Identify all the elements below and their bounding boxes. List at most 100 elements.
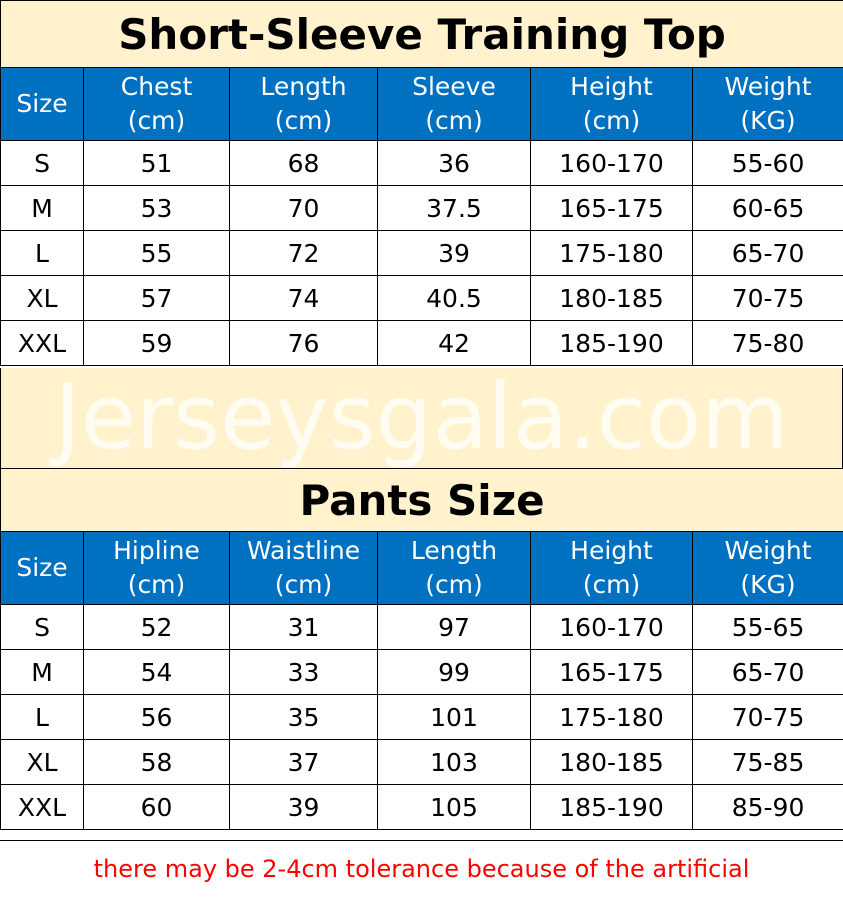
value-cell: 65-70 xyxy=(691,230,843,276)
column-header-line: (cm) xyxy=(127,106,186,135)
top-header-row: Size Chest (cm) Length (cm) Sleeve (cm) Height (… xyxy=(0,67,843,141)
table-row: M 53 70 37.5 165-175 60-65 xyxy=(0,185,843,231)
value-cell: 36 xyxy=(377,140,531,186)
column-header-line: Height xyxy=(570,72,653,101)
value-cell: 53 xyxy=(83,185,230,231)
value-cell: 60-65 xyxy=(691,185,843,231)
column-header-line: Chest xyxy=(120,72,193,101)
column-header-line: (cm) xyxy=(274,570,333,599)
value-cell: 58 xyxy=(83,739,230,785)
column-header: Length (cm) xyxy=(229,67,378,141)
column-header-line: Length xyxy=(260,72,347,101)
column-header: Size xyxy=(0,531,84,605)
value-cell: 56 xyxy=(83,694,230,740)
value-cell: 105 xyxy=(377,784,531,830)
column-header: Size xyxy=(0,67,84,141)
column-header-line: Height xyxy=(570,536,653,565)
column-header-line: (cm) xyxy=(274,106,333,135)
value-cell: 54 xyxy=(83,649,230,695)
value-cell: 39 xyxy=(229,784,378,830)
value-cell: 55-65 xyxy=(691,604,843,650)
value-cell: 160-170 xyxy=(530,140,693,186)
value-cell: 65-70 xyxy=(691,649,843,695)
watermark: Jerseysgala.com xyxy=(0,368,843,468)
column-header-line: Weight xyxy=(724,72,812,101)
value-cell: 51 xyxy=(83,140,230,186)
value-cell: 185-190 xyxy=(530,320,693,366)
table-row: L 55 72 39 175-180 65-70 xyxy=(0,230,843,276)
column-header-line: Waistline xyxy=(246,536,361,565)
size-cell: L xyxy=(0,694,84,740)
column-header: Hipline (cm) xyxy=(83,531,230,605)
column-header-line: (cm) xyxy=(582,570,641,599)
size-cell: L xyxy=(0,230,84,276)
value-cell: 59 xyxy=(83,320,230,366)
value-cell: 33 xyxy=(229,649,378,695)
column-header-line: (cm) xyxy=(425,106,483,135)
column-header: Height (cm) xyxy=(530,67,693,141)
value-cell: 74 xyxy=(229,275,378,321)
size-cell: M xyxy=(0,185,84,231)
column-header: Weight (KG) xyxy=(691,67,843,141)
table-row: M 54 33 99 165-175 65-70 xyxy=(0,649,843,695)
column-header: Sleeve (cm) xyxy=(377,67,531,141)
value-cell: 75-80 xyxy=(691,320,843,366)
table-row: S 52 31 97 160-170 55-65 xyxy=(0,604,843,650)
column-header-line: Hipline xyxy=(113,536,200,565)
column-header-line: (cm) xyxy=(582,106,641,135)
value-cell: 39 xyxy=(377,230,531,276)
column-header: Waistline (cm) xyxy=(229,531,378,605)
value-cell: 55-60 xyxy=(691,140,843,186)
value-cell: 76 xyxy=(229,320,378,366)
table-row: XL 57 74 40.5 180-185 70-75 xyxy=(0,275,843,321)
top-title: Short-Sleeve Training Top xyxy=(0,0,843,68)
size-cell: M xyxy=(0,649,84,695)
value-cell: 55 xyxy=(83,230,230,276)
size-cell: XXL xyxy=(0,784,84,830)
value-cell: 75-85 xyxy=(691,739,843,785)
value-cell: 70-75 xyxy=(691,275,843,321)
column-header-line: Weight xyxy=(724,536,812,565)
size-cell: XL xyxy=(0,739,84,785)
value-cell: 60 xyxy=(83,784,230,830)
pants-header-row: Size Hipline (cm) Waistline (cm) Length (cm) He… xyxy=(0,531,843,605)
value-cell: 42 xyxy=(377,320,531,366)
value-cell: 175-180 xyxy=(530,230,693,276)
value-cell: 35 xyxy=(229,694,378,740)
table-row: L 56 35 101 175-180 70-75 xyxy=(0,694,843,740)
value-cell: 37 xyxy=(229,739,378,785)
value-cell: 165-175 xyxy=(530,185,693,231)
pants-title: Pants Size xyxy=(0,468,843,532)
column-header-line: (KG) xyxy=(740,570,796,599)
size-cell: S xyxy=(0,604,84,650)
column-header: Weight (KG) xyxy=(691,531,843,605)
table-row: S 51 68 36 160-170 55-60 xyxy=(0,140,843,186)
top-size-table: Short-Sleeve Training Top Size Chest (cm) Le… xyxy=(0,0,843,366)
size-cell: S xyxy=(0,140,84,186)
value-cell: 70 xyxy=(229,185,378,231)
value-cell: 57 xyxy=(83,275,230,321)
column-header: Chest (cm) xyxy=(83,67,230,141)
value-cell: 37.5 xyxy=(377,185,531,231)
column-header: Height (cm) xyxy=(530,531,693,605)
column-header-line: (cm) xyxy=(425,570,483,599)
value-cell: 165-175 xyxy=(530,649,693,695)
value-cell: 101 xyxy=(377,694,531,740)
tolerance-note: there may be 2-4cm tolerance because of … xyxy=(0,840,843,896)
column-header-line: (cm) xyxy=(127,570,186,599)
value-cell: 85-90 xyxy=(691,784,843,830)
value-cell: 72 xyxy=(229,230,378,276)
pants-size-table: Pants Size Size Hipline (cm) Waistline (cm) Le… xyxy=(0,468,843,830)
value-cell: 68 xyxy=(229,140,378,186)
value-cell: 180-185 xyxy=(530,275,693,321)
column-header-line: (KG) xyxy=(740,106,796,135)
column-header-line: Size xyxy=(16,89,68,118)
value-cell: 70-75 xyxy=(691,694,843,740)
size-cell: XL xyxy=(0,275,84,321)
value-cell: 52 xyxy=(83,604,230,650)
value-cell: 160-170 xyxy=(530,604,693,650)
value-cell: 40.5 xyxy=(377,275,531,321)
table-row: XXL 60 39 105 185-190 85-90 xyxy=(0,784,843,830)
value-cell: 175-180 xyxy=(530,694,693,740)
table-row: XXL 59 76 42 185-190 75-80 xyxy=(0,320,843,366)
